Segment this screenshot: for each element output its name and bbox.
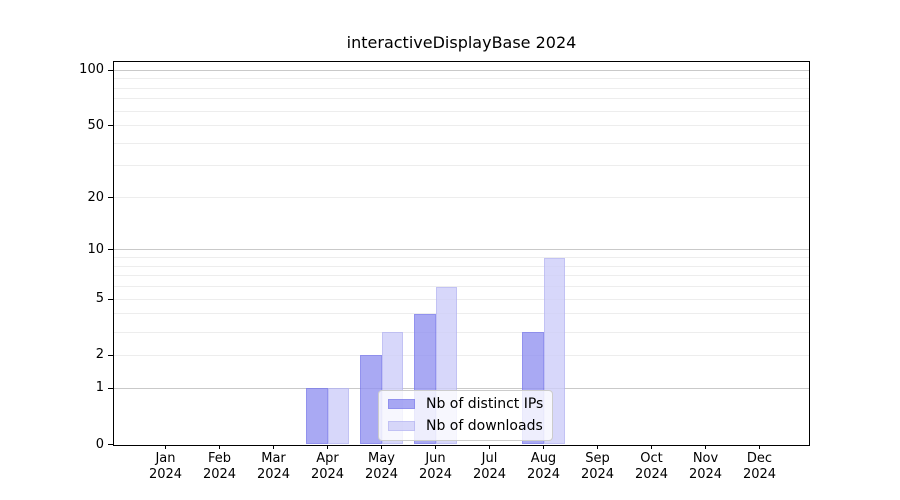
x-tick-year: 2024 [742,467,777,482]
x-tick-label: Sep 2024 [563,451,633,483]
x-tick-year: 2024 [580,467,615,482]
x-tick-year: 2024 [526,467,561,482]
minor-gridline [113,298,810,300]
x-tick-label: Jul 2024 [455,451,525,483]
x-tick-month: May [368,451,395,466]
x-tick [273,444,274,449]
x-tick-year: 2024 [688,467,723,482]
y-tick-label: 0 [95,436,104,452]
minor-gridline [113,275,810,277]
x-tick-month: Jan [155,451,176,466]
minor-gridline [113,142,810,144]
minor-gridline [113,286,810,288]
x-tick-month: Nov [692,451,719,466]
x-tick [705,444,706,449]
x-tick-month: Dec [746,451,773,466]
x-tick-year: 2024 [634,467,669,482]
x-tick [651,444,652,449]
bar-apr-downloads [327,388,349,445]
x-tick-year: 2024 [418,467,453,482]
major-gridline [113,69,810,71]
minor-gridline [113,87,810,89]
x-tick-month: Sep [585,451,610,466]
x-tick-label: Nov 2024 [671,451,741,483]
chart-title: interactiveDisplayBase 2024 [346,33,577,52]
x-tick-label: May 2024 [347,451,417,483]
x-tick-year: 2024 [202,467,237,482]
x-tick [381,444,382,449]
minor-gridline [113,98,810,100]
x-tick [489,444,490,449]
minor-gridline [113,313,810,315]
major-gridline [113,387,810,389]
y-tick [108,387,113,389]
x-tick-label: Jun 2024 [401,451,471,483]
x-tick [327,444,328,449]
minor-gridline [113,125,810,127]
x-tick-month: Oct [640,451,663,466]
x-tick-label: Aug 2024 [509,451,579,483]
minor-gridline [113,257,810,259]
legend-swatch-downloads [388,421,415,431]
x-tick-year: 2024 [256,467,291,482]
x-tick [165,444,166,449]
x-tick [435,444,436,449]
y-tick-label: 2 [95,347,104,363]
x-tick-year: 2024 [310,467,345,482]
y-tick [108,249,113,251]
minor-gridline [113,354,810,356]
x-tick-month: Mar [261,451,286,466]
y-tick-label: 50 [87,117,104,133]
x-tick-year: 2024 [472,467,507,482]
legend-swatch-distinct-ips [388,399,415,409]
bar-apr-distinct-ips [306,388,328,445]
x-tick-label: Oct 2024 [617,451,687,483]
x-tick-month: Jul [481,451,498,466]
y-tick-label: 10 [87,241,104,257]
minor-gridline [113,78,810,80]
x-tick-month: Aug [530,451,557,466]
y-tick [108,125,113,127]
minor-gridline [113,265,810,267]
x-tick-label: Jan 2024 [131,451,201,483]
x-tick [543,444,544,449]
legend-item: Nb of downloads [388,417,543,435]
x-tick-label: Mar 2024 [239,451,309,483]
y-tick-label: 100 [79,62,104,78]
legend-item-label: Nb of downloads [426,418,543,434]
y-tick [108,354,113,356]
legend-item: Nb of distinct IPs [388,395,543,413]
y-tick-label: 5 [95,291,104,307]
minor-gridline [113,110,810,112]
x-tick [759,444,760,449]
y-tick [108,69,113,71]
x-tick-label: Dec 2024 [725,451,795,483]
y-tick-label: 1 [95,380,104,396]
y-tick [108,298,113,300]
y-tick-label: 20 [87,189,104,205]
y-tick [108,197,113,199]
x-tick-year: 2024 [148,467,183,482]
minor-gridline [113,331,810,333]
x-tick-month: Jun [425,451,446,466]
minor-gridline [113,165,810,167]
minor-gridline [113,197,810,199]
x-tick-month: Apr [316,451,339,466]
y-tick [108,444,113,445]
x-tick [597,444,598,449]
x-tick-label: Feb 2024 [185,451,255,483]
x-tick-label: Apr 2024 [293,451,363,483]
x-tick [219,444,220,449]
legend: Nb of distinct IPs Nb of downloads [378,390,554,441]
legend-item-label: Nb of distinct IPs [426,396,544,412]
x-tick-month: Feb [207,451,232,466]
major-gridline [113,249,810,251]
x-tick-year: 2024 [364,467,399,482]
